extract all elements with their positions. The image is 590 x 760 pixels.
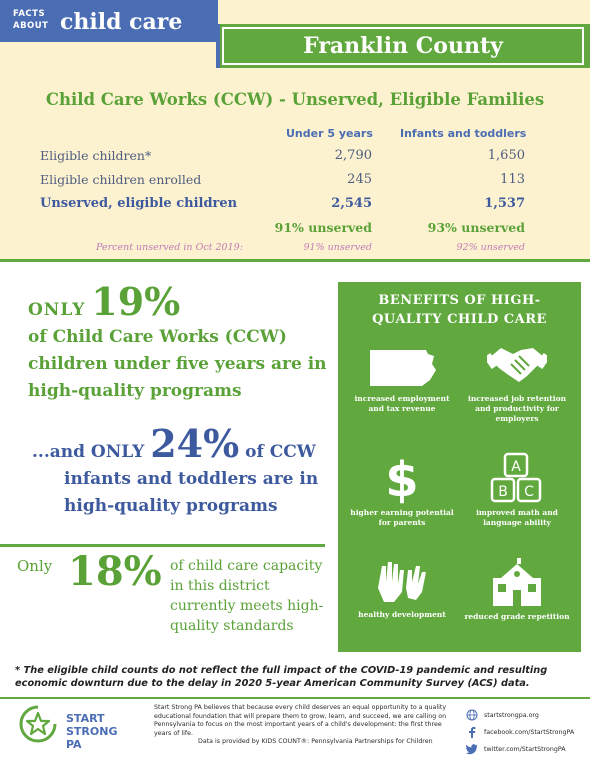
social-facebook[interactable]: facebook.com/StartStrongPA bbox=[466, 725, 586, 739]
pennsylvania-map-icon bbox=[370, 350, 436, 386]
unserved-pct-infants: 93% unserved bbox=[427, 220, 525, 235]
stat19-only: ONLY bbox=[28, 300, 86, 320]
start-strong-logo-text: START STRONG PA bbox=[66, 712, 117, 751]
start-strong-logo-icon bbox=[19, 705, 57, 743]
row-label-unserved: Unserved, eligible children bbox=[40, 196, 238, 211]
stat24-line2: infants and toddlers are in bbox=[64, 469, 319, 489]
facts-line2: ABOUT bbox=[13, 21, 49, 31]
svg-text:C: C bbox=[524, 484, 534, 500]
stat-19-percent: ONLY 19% of Child Care Works (CCW) child… bbox=[28, 283, 328, 405]
row-label-enrolled: Eligible children enrolled bbox=[40, 172, 202, 187]
oct2019-infants: 92% unserved bbox=[456, 242, 525, 253]
benefits-title-line2: QUALITY CHILD CARE bbox=[372, 312, 547, 327]
cell-unserved-infants: 1,537 bbox=[484, 196, 525, 211]
facts-about-label: FACTS ABOUT bbox=[13, 8, 48, 32]
benefit-label: increased employment and tax revenue bbox=[354, 394, 450, 413]
unserved-pct-under5: 91% unserved bbox=[274, 220, 372, 235]
facebook-link[interactable]: facebook.com/StartStrongPA bbox=[484, 728, 575, 736]
cell-eligible-under5: 2,790 bbox=[334, 148, 372, 163]
social-twitter[interactable]: twitter.com/StartStrongPA bbox=[466, 742, 586, 756]
footnote: * The eligible child counts do not refle… bbox=[15, 665, 548, 689]
logo-line2: STRONG bbox=[66, 725, 118, 738]
mission-statement: Start Strong PA believes that because ev… bbox=[154, 704, 454, 747]
oct2019-label: Percent unserved in Oct 2019: bbox=[96, 242, 243, 253]
social-website[interactable]: startstrongpa.org bbox=[466, 708, 586, 722]
benefit-item-math: A B C improved math and language ability bbox=[461, 452, 573, 528]
cell-eligible-infants: 1,650 bbox=[487, 148, 525, 163]
svg-text:$: $ bbox=[385, 452, 418, 504]
benefit-item-grade: reduced grade repetition bbox=[461, 556, 573, 622]
logo-line3: PA bbox=[66, 738, 82, 751]
twitter-icon bbox=[466, 744, 478, 755]
hands-icon bbox=[378, 562, 426, 602]
website-link[interactable]: startstrongpa.org bbox=[484, 711, 539, 719]
row-label-eligible: Eligible children* bbox=[40, 148, 152, 163]
handshake-icon bbox=[487, 348, 547, 382]
cell-unserved-under5: 2,545 bbox=[331, 196, 372, 211]
svg-text:A: A bbox=[511, 459, 521, 475]
facebook-icon bbox=[469, 727, 476, 738]
benefits-panel: BENEFITS OF HIGH- QUALITY CHILD CARE inc… bbox=[338, 282, 581, 652]
benefits-title: BENEFITS OF HIGH- QUALITY CHILD CARE bbox=[338, 291, 581, 329]
benefit-item-employment: increased employment and tax revenue bbox=[346, 346, 458, 414]
footer-divider bbox=[0, 697, 590, 699]
cell-enrolled-under5: 245 bbox=[347, 172, 372, 187]
dollar-sign-icon: $ bbox=[385, 452, 418, 504]
stat24-line3: high-quality programs bbox=[64, 496, 278, 516]
stat18-only: Only bbox=[17, 557, 53, 575]
county-name: Franklin County bbox=[303, 33, 503, 59]
logo-line1: START bbox=[66, 712, 105, 725]
schoolhouse-icon bbox=[493, 558, 541, 606]
stat24-value: 24% bbox=[150, 421, 240, 466]
data-credit: Data is provided by KIDS COUNT®: Pennsyl… bbox=[198, 738, 433, 746]
svg-text:B: B bbox=[498, 484, 508, 500]
stat19-value: 19% bbox=[91, 279, 181, 324]
benefit-label: improved math and language ability bbox=[476, 508, 558, 527]
county-banner: Franklin County bbox=[216, 24, 590, 68]
benefit-label: higher earning potential for parents bbox=[350, 508, 454, 527]
benefit-item-development: healthy development bbox=[346, 558, 458, 620]
twitter-link[interactable]: twitter.com/StartStrongPA bbox=[484, 745, 566, 753]
benefit-item-retention: increased job retention and productivity… bbox=[461, 340, 573, 424]
stat-divider bbox=[0, 544, 325, 547]
county-frame: Franklin County bbox=[222, 27, 584, 65]
eligibility-table: Child Care Works (CCW) - Unserved, Eligi… bbox=[0, 78, 590, 260]
stat19-text: of Child Care Works (CCW) children under… bbox=[28, 327, 327, 401]
abc-blocks-icon: A B C bbox=[490, 452, 542, 503]
stat18-text: of child care capacity in this district … bbox=[170, 558, 324, 634]
mission-text: Start Strong PA believes that because ev… bbox=[154, 704, 447, 737]
column-header-infants: Infants and toddlers bbox=[400, 127, 527, 140]
oct2019-under5: 91% unserved bbox=[303, 242, 372, 253]
facts-title: child care bbox=[60, 9, 183, 35]
stat24-pre: ...and ONLY bbox=[32, 442, 145, 462]
benefit-label: increased job retention and productivity… bbox=[467, 394, 567, 423]
table-title: Child Care Works (CCW) - Unserved, Eligi… bbox=[45, 90, 545, 109]
stat24-post: of CCW bbox=[245, 442, 316, 462]
facts-line1: FACTS bbox=[13, 9, 46, 19]
facts-about-tab: FACTS ABOUT child care bbox=[0, 0, 218, 42]
benefit-label: reduced grade repetition bbox=[464, 612, 570, 621]
cell-enrolled-infants: 113 bbox=[500, 172, 525, 187]
column-header-under5: Under 5 years bbox=[286, 127, 373, 140]
benefit-item-earnings: $ higher earning potential for parents bbox=[346, 452, 458, 528]
header: FACTS ABOUT child care Franklin County bbox=[0, 0, 590, 78]
globe-icon bbox=[466, 709, 478, 721]
section-divider bbox=[0, 259, 590, 262]
benefit-label: healthy development bbox=[358, 610, 446, 619]
benefits-title-line1: BENEFITS OF HIGH- bbox=[378, 293, 541, 308]
stat-24-percent: ...and ONLY 24% of CCW infants and toddl… bbox=[28, 425, 328, 520]
stat18-value: 18% bbox=[68, 548, 162, 595]
